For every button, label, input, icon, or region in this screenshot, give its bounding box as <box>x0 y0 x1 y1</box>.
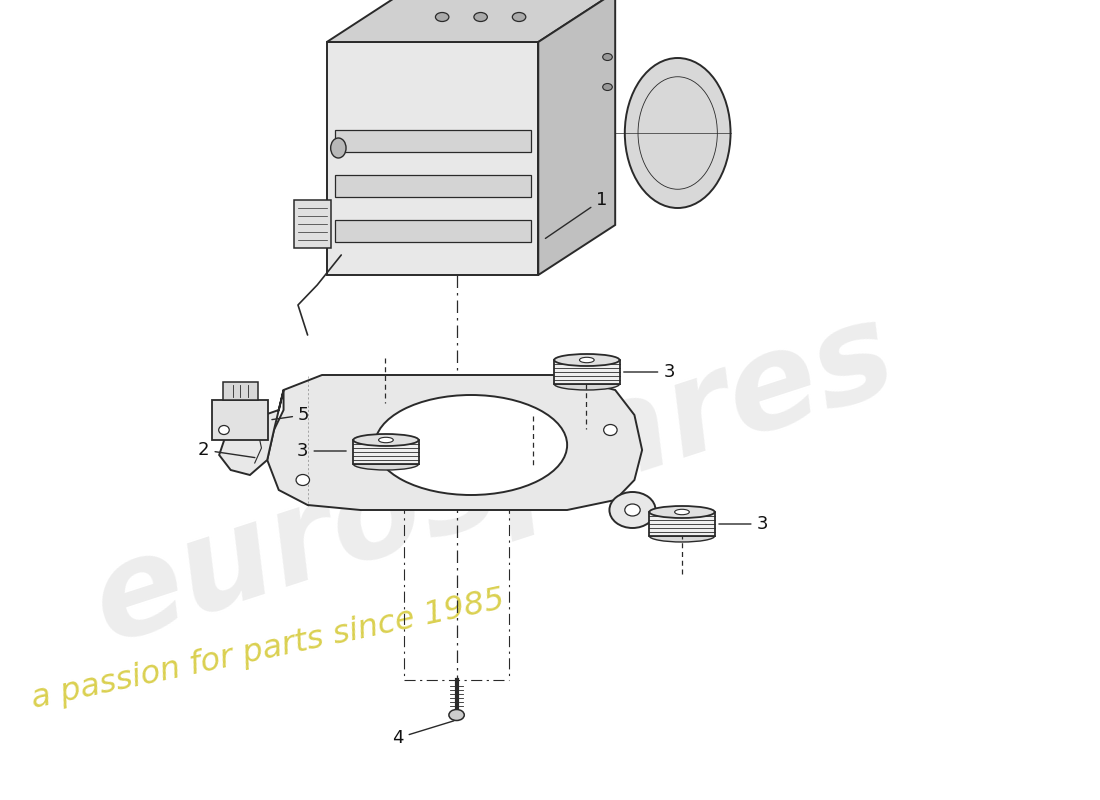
Ellipse shape <box>331 138 346 158</box>
FancyBboxPatch shape <box>334 130 530 152</box>
FancyBboxPatch shape <box>334 175 530 197</box>
Ellipse shape <box>603 54 613 61</box>
Text: eurospares: eurospares <box>77 290 910 670</box>
Ellipse shape <box>378 438 394 442</box>
Ellipse shape <box>649 530 715 542</box>
Text: 1: 1 <box>546 191 607 238</box>
Text: 5: 5 <box>272 406 309 424</box>
Ellipse shape <box>219 426 229 434</box>
Polygon shape <box>267 375 642 510</box>
Ellipse shape <box>513 13 526 22</box>
Ellipse shape <box>375 395 568 495</box>
Text: 4: 4 <box>393 721 454 747</box>
Ellipse shape <box>625 504 640 516</box>
Ellipse shape <box>603 83 613 90</box>
Ellipse shape <box>353 458 419 470</box>
Ellipse shape <box>449 710 464 721</box>
Polygon shape <box>327 0 615 42</box>
FancyBboxPatch shape <box>212 400 268 440</box>
Ellipse shape <box>554 378 619 390</box>
Ellipse shape <box>580 358 594 362</box>
Polygon shape <box>327 42 538 275</box>
FancyBboxPatch shape <box>334 220 530 242</box>
Ellipse shape <box>296 474 309 486</box>
Ellipse shape <box>625 58 730 208</box>
Ellipse shape <box>554 354 619 366</box>
Ellipse shape <box>474 13 487 22</box>
FancyBboxPatch shape <box>223 382 257 400</box>
Text: 3: 3 <box>624 363 674 381</box>
Polygon shape <box>538 0 615 275</box>
FancyBboxPatch shape <box>649 512 715 536</box>
Ellipse shape <box>436 13 449 22</box>
Ellipse shape <box>604 425 617 435</box>
Text: 3: 3 <box>297 442 346 460</box>
Ellipse shape <box>649 506 715 518</box>
FancyBboxPatch shape <box>353 440 419 464</box>
Text: 2: 2 <box>198 441 255 459</box>
Text: 3: 3 <box>719 515 768 533</box>
FancyBboxPatch shape <box>294 200 331 248</box>
Ellipse shape <box>674 510 690 514</box>
Ellipse shape <box>609 492 656 528</box>
Polygon shape <box>219 390 284 475</box>
FancyBboxPatch shape <box>554 360 619 384</box>
Text: a passion for parts since 1985: a passion for parts since 1985 <box>29 585 508 715</box>
Ellipse shape <box>353 434 419 446</box>
